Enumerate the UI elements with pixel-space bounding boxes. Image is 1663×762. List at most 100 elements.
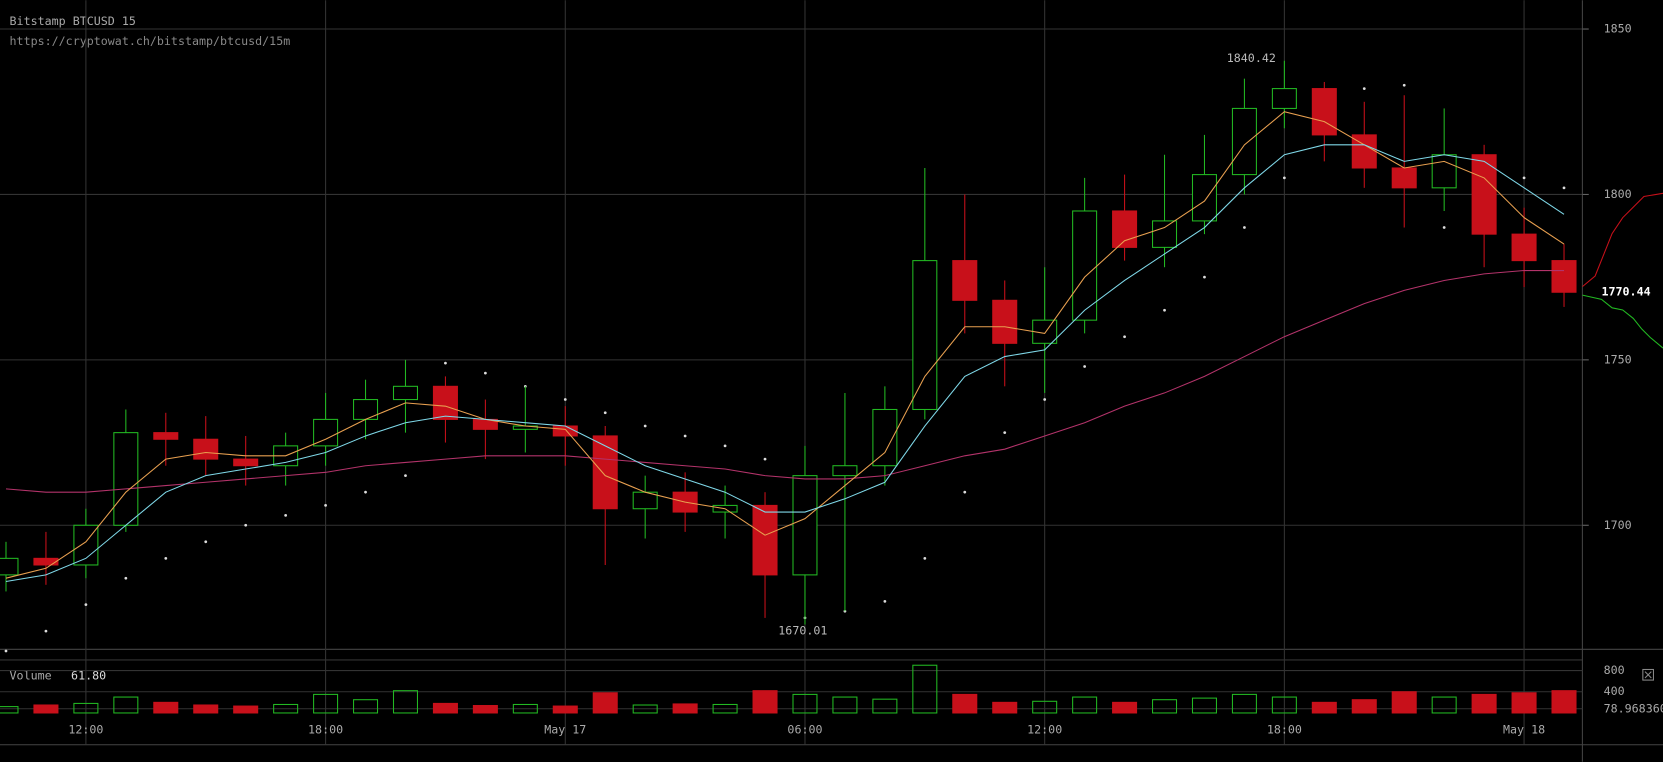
volume-bar [392, 690, 419, 714]
x-tick-label: May 17 [544, 722, 586, 736]
moving-average [5, 111, 1565, 579]
sar-dot [1522, 176, 1526, 180]
volume-bar [1311, 701, 1337, 714]
candle-body [1271, 88, 1297, 109]
candle-body [912, 260, 938, 411]
x-tick-label: 18:00 [308, 722, 343, 736]
volume-current: 61.80 [71, 668, 106, 682]
candle-body [1112, 210, 1138, 248]
volume-bar [712, 703, 738, 714]
x-tick-label: 12:00 [68, 722, 103, 736]
volume-bar [153, 701, 179, 714]
volume-bar [0, 706, 19, 714]
close-box[interactable] [1642, 668, 1654, 681]
high-label: 1840.42 [1227, 51, 1276, 65]
candle-body [1311, 88, 1337, 136]
y-tick-label: 1700 [1604, 518, 1632, 532]
candle-body [0, 557, 19, 576]
candle-body [872, 408, 898, 467]
volume-bar [432, 702, 458, 714]
volume-tick-label: 400 [1604, 684, 1625, 698]
volume-bar [872, 698, 898, 714]
x-tick-label: 06:00 [787, 722, 822, 736]
x-tick-label: 12:00 [1027, 722, 1062, 736]
moving-average [5, 270, 1565, 493]
volume-bar [1551, 690, 1577, 714]
sar-dot [963, 490, 967, 494]
candle-body [1551, 260, 1577, 293]
volume-tick-label: 78.968360 [1604, 701, 1663, 715]
candle-body [392, 385, 419, 401]
sar-dot [1282, 176, 1286, 180]
depth-line [1582, 294, 1663, 349]
sar-dot [244, 523, 248, 527]
volume-bar [1351, 699, 1377, 714]
y-tick-label: 1850 [1604, 22, 1632, 36]
volume-tick-label: 800 [1604, 663, 1625, 677]
sar-dot [603, 411, 607, 415]
chart-title: Bitstamp BTCUSD 15 [10, 14, 136, 28]
sar-dot [1442, 226, 1446, 229]
candle-body [1152, 220, 1178, 248]
depth-line [1582, 192, 1663, 288]
sar-dot [1163, 308, 1166, 312]
sar-dot [284, 513, 288, 517]
sar-dot [563, 398, 567, 401]
sar-dot [124, 576, 128, 580]
volume-bar [512, 703, 538, 714]
candle-body [992, 299, 1018, 344]
volume-bar [632, 704, 658, 714]
candle-body [952, 260, 978, 301]
volume-bar [113, 696, 139, 714]
x-tick-label: 18:00 [1267, 722, 1302, 736]
candle-body [552, 425, 578, 437]
volume-bar [1431, 696, 1457, 714]
volume-bar [752, 690, 778, 714]
sar-dot [4, 649, 8, 653]
candle-body [832, 465, 858, 477]
moving-average [5, 144, 1565, 583]
volume-bar [73, 702, 99, 714]
candle-body [1431, 154, 1457, 189]
sar-dot [484, 371, 487, 375]
sar-dot [1043, 398, 1047, 401]
sar-dot [923, 556, 927, 560]
volume-bar [1391, 691, 1417, 714]
sar-dot [1003, 431, 1007, 435]
volume-bar [193, 704, 219, 714]
sar-dot [763, 457, 767, 461]
candle-body [33, 557, 59, 566]
sar-dot [1123, 335, 1126, 339]
volume-bar [952, 693, 978, 714]
chart-subtitle: https://cryptowat.ch/bitstamp/btcusd/15m [10, 34, 291, 48]
candle-body [792, 475, 818, 576]
volume-bar [472, 705, 498, 714]
sar-dot [1402, 83, 1406, 87]
candle-body [1471, 154, 1497, 235]
y-tick-label: 1800 [1604, 187, 1632, 201]
candle-body [592, 435, 618, 510]
candle-body [1511, 233, 1537, 262]
volume-bar [1152, 699, 1178, 714]
close-button[interactable] [1642, 668, 1654, 681]
volume-bar [1032, 700, 1058, 714]
low-label: 1670.01 [778, 623, 827, 637]
volume-bar [552, 705, 578, 714]
volume-bar [33, 704, 59, 714]
sar-dot [324, 504, 327, 507]
candle-body [193, 438, 219, 460]
sar-dot [44, 629, 48, 633]
candle-body [432, 385, 458, 420]
sar-dot [883, 599, 887, 603]
sar-dot [1203, 275, 1206, 279]
volume-bar [1231, 693, 1257, 714]
candle-body [313, 418, 339, 447]
volume-bar [1271, 696, 1297, 714]
candle-body [113, 432, 139, 526]
close-icon[interactable] [1644, 671, 1652, 679]
candle-body [1391, 167, 1417, 189]
volume-bar [353, 699, 379, 714]
sar-dot [683, 434, 687, 438]
